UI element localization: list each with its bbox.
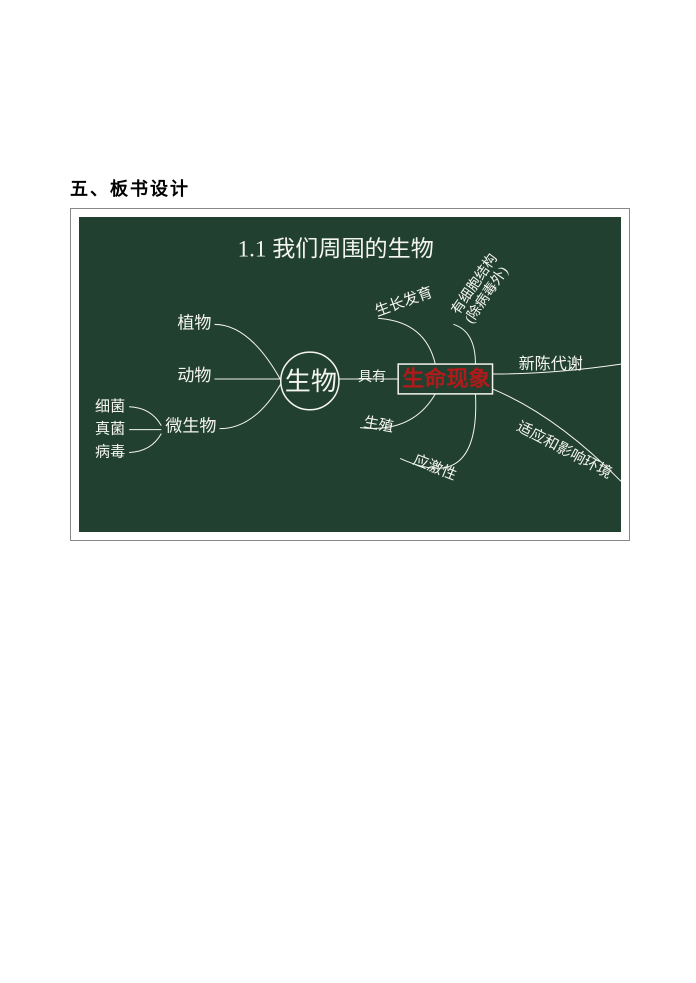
right-branch-line: [400, 394, 476, 468]
micro-sub-line: [129, 434, 161, 453]
right-node-label: 应激性: [411, 451, 460, 484]
connector-label: 具有: [358, 369, 386, 385]
right-branch-line: [453, 324, 475, 364]
right-node-label: 新陈代谢: [519, 355, 583, 373]
center-label: 生物: [285, 367, 337, 396]
left-branch-line: [220, 384, 281, 429]
right-branch-line: [378, 318, 435, 364]
board-title: 1.1 我们周围的生物: [238, 237, 434, 262]
right-node-label: 适应和影响环境: [514, 417, 615, 482]
micro-sub-label: 病毒: [95, 444, 125, 461]
left-node-label: 植物: [177, 313, 211, 332]
left-node-label: 微生物: [165, 417, 216, 436]
left-branch-line: [215, 324, 281, 380]
micro-sub-label: 真菌: [95, 420, 125, 438]
right-node-label: 生长发育: [373, 284, 435, 320]
highlight-label: 生命现象: [402, 366, 490, 391]
left-node-label: 动物: [177, 366, 211, 385]
right-node-label: 有细胞结构(除病毒外): [448, 251, 514, 326]
section-heading: 五、板书设计: [70, 175, 190, 201]
board-frame: 1.1 我们周围的生物植物动物微生物 细菌真菌病毒 生物 具有生命现象 生长发育有细胞结…: [70, 208, 630, 541]
blackboard: 1.1 我们周围的生物植物动物微生物 细菌真菌病毒 生物 具有生命现象 生长发育有细胞结…: [79, 217, 621, 532]
mindmap-svg: 1.1 我们周围的生物植物动物微生物 细菌真菌病毒 生物 具有生命现象 生长发育有细胞结…: [79, 217, 621, 532]
micro-sub-line: [129, 407, 161, 426]
right-node-label: 生殖: [362, 414, 395, 436]
micro-sub-label: 细菌: [95, 398, 125, 415]
page: 五、板书设计 1.1 我们周围的生物植物动物微生物细菌真菌病毒生物具有生命现象生…: [0, 0, 696, 983]
